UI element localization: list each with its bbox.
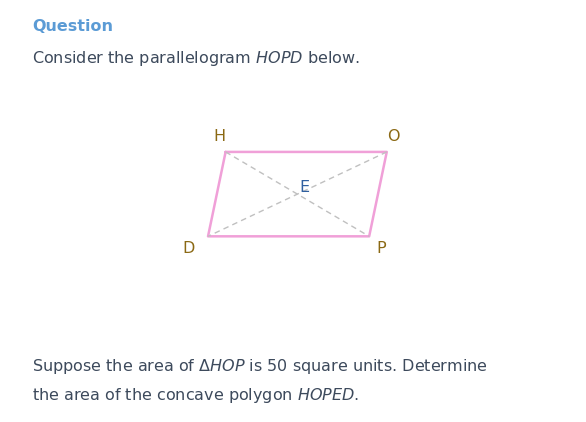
Text: P: P: [376, 241, 386, 257]
Text: O: O: [387, 129, 400, 144]
Text: Question: Question: [32, 19, 113, 34]
Text: H: H: [214, 129, 226, 144]
Text: E: E: [299, 180, 310, 195]
Text: D: D: [182, 241, 195, 257]
Text: Consider the parallelogram $\it{HOPD}$ below.: Consider the parallelogram $\it{HOPD}$ b…: [32, 49, 360, 68]
Text: Suppose the area of $\Delta$$\it{HOP}$ is 50 square units. Determine: Suppose the area of $\Delta$$\it{HOP}$ i…: [32, 357, 488, 376]
Text: the area of the concave polygon $\it{HOPED}$.: the area of the concave polygon $\it{HOP…: [32, 386, 359, 405]
